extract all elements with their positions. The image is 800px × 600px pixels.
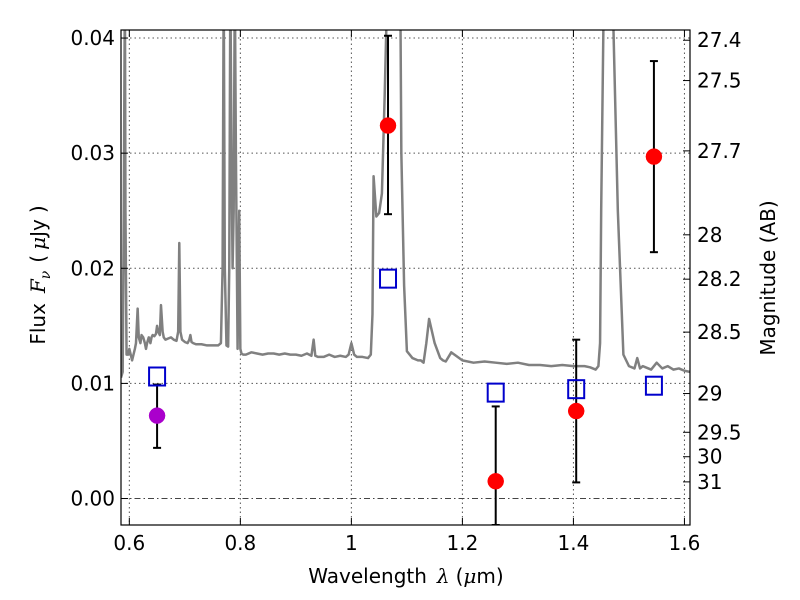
model-point [486, 382, 505, 403]
model-point [148, 366, 167, 387]
magnitude-tick-label: 30 [697, 445, 722, 469]
observed-point [487, 473, 504, 490]
magnitude-tick-label: 31 [697, 470, 722, 494]
y-tick-label: 0.02 [70, 256, 115, 280]
plot-area [121, 30, 690, 525]
observed-point [379, 117, 397, 134]
x-tick-label: 1.4 [558, 531, 590, 555]
x-tick-label: 1.2 [446, 531, 478, 555]
x-tick-label: 1.6 [669, 531, 701, 555]
x-tick-label: 0.6 [113, 531, 145, 555]
x-axis-label: Wavelength λ (μm) [308, 564, 503, 588]
y-tick-label: 0.04 [70, 26, 115, 50]
model-point [567, 379, 586, 400]
x-tick-label: 0.8 [224, 531, 256, 555]
model-points [148, 268, 663, 403]
magnitude-tick-label: 27.4 [697, 28, 742, 52]
magnitude-tick-label: 28.2 [697, 267, 742, 291]
observed-point [567, 402, 585, 420]
y-tick-label: 0.01 [70, 371, 115, 395]
y-axis-label: FluxFν(μJy) [26, 205, 54, 344]
observed-points [148, 117, 663, 490]
model-point [379, 268, 398, 289]
y-tick-label: 0.03 [70, 141, 115, 165]
magnitude-axis-label: Magnitude (AB) [756, 200, 780, 355]
magnitude-tick-label: 28.5 [697, 320, 742, 344]
x-tick-label: 1 [345, 531, 358, 555]
magnitude-tick-label: 27.5 [697, 69, 742, 93]
magnitude-tick-label: 29.5 [697, 420, 742, 444]
magnitude-tick-label: 29 [697, 382, 722, 406]
grid [121, 30, 690, 525]
observed-point [148, 407, 166, 424]
observed-point [645, 148, 663, 165]
model-point [644, 375, 663, 396]
plot-frame [120, 29, 691, 526]
magnitude-tick-label: 28 [697, 223, 722, 247]
x-axis-ticks: 0.6 0.8 1 1.2 1.4 1.6 [113, 30, 700, 555]
magnitude-tick-label: 27.7 [697, 139, 742, 163]
spectrum-line [121, 30, 690, 378]
y-axis-ticks: 0.00 0.01 0.02 0.03 0.04 [70, 26, 128, 511]
y-tick-label: 0.00 [70, 487, 115, 511]
